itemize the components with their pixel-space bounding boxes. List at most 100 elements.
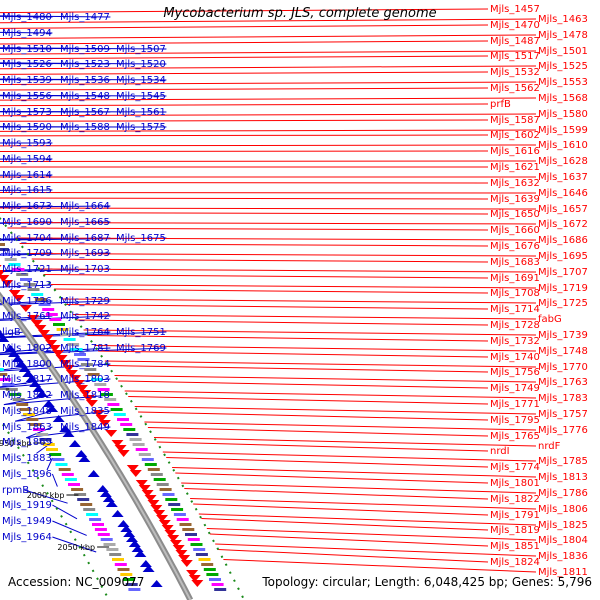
feature-block [34,298,47,301]
gene-tracks [0,216,246,600]
feature-block [153,478,166,481]
gene-label-right: Mjls_1714 [490,304,540,315]
feature-block [103,543,116,546]
feature-block [120,423,133,426]
feature-block [26,418,39,421]
leader-line [52,504,78,520]
gene-arrow [72,380,85,387]
gene-label-left: Mjls_1690 [2,217,52,228]
feature-block [60,333,73,336]
feature-block [16,403,29,406]
gene-label-left: Mjls_1561 [116,107,166,118]
gene-label-left: Mjls_1703 [60,264,110,275]
gene-arrow [150,505,163,512]
gene-label-left: Mjls_1863 [2,422,52,433]
feature-block [64,478,77,481]
gene-label-left: Mjls_1520 [116,59,166,70]
feature-block [68,483,80,486]
gene-label-left: Mjls_1781 [60,343,110,354]
gene-arrow [75,450,88,457]
leader-line [0,315,111,321]
feature-block [12,268,25,271]
gene-arrow [18,365,31,372]
gene-label-right: Mjls_1695 [538,251,588,262]
feature-block [94,383,107,386]
leader-line [147,427,489,437]
gene-label-right: Mjls_1774 [490,462,540,473]
feature-block [16,273,29,276]
feature-block [198,558,211,561]
feature-block [19,408,32,411]
feature-block [42,443,55,446]
gene-label-right: Mjls_1587 [490,115,540,126]
leader-line [76,319,489,326]
leader-line [26,426,53,439]
gene-arrow [8,290,21,297]
gene-label-left: Mjls_1539 [2,75,52,86]
leader-line [31,258,489,263]
gene-label-left: Mjls_1614 [2,170,52,181]
gene-label-left: Mjls_1673 [2,201,52,212]
feature-block [9,393,22,396]
gene-arrow [55,355,68,362]
feature-block [100,393,113,396]
leader-line [218,549,489,563]
gene-arrow [42,400,55,407]
feature-block [176,518,189,521]
gene-label-right: Mjls_1757 [538,409,588,420]
leader-line [0,144,537,147]
feature-block [117,418,129,421]
feature-block [87,373,100,376]
leader-line [0,182,489,184]
gene-arrow [111,510,124,517]
gene-arrow [126,465,139,472]
gene-label-left: Mjls_1769 [116,343,166,354]
leader-line [114,375,537,383]
gene-label-left: Mjls_1593 [2,138,52,149]
feature-block [83,508,96,511]
gene-label-right: Mjls_1686 [538,235,588,246]
gene-arrow [153,510,166,517]
gene-label-left: Mjls_1704 [2,233,52,244]
feature-block [8,263,21,266]
gene-label-left: Mjls_1742 [60,311,110,322]
gene-label-right: Mjls_1824 [490,557,540,568]
feature-block [49,318,62,321]
feature-block [52,458,65,461]
feature-block [74,353,86,356]
gene-label-right: Mjls_1650 [490,209,540,220]
gene-label-right: Mjls_1568 [538,93,588,104]
gene-arrow [161,525,174,532]
leader-line [65,304,489,310]
feature-block [2,383,15,386]
gene-label-left: Mjls_1713 [2,280,52,291]
leader-line [172,467,537,478]
gene-arrow [82,395,95,402]
feature-block [86,513,99,516]
gene-label-left: Mjls_1803 [60,374,110,385]
leader-line [43,274,489,279]
gene-label-left: Mjls_1575 [116,122,166,133]
leader-line [0,62,167,65]
gene-arrow [188,575,201,582]
feature-block [56,328,69,331]
gene-label-left: Mjls_1664 [60,201,110,212]
feature-block [182,528,195,531]
gene-label-left: Mjls_1949 [2,516,52,527]
leader-line [0,8,489,14]
gene-label-left: Mjls_1526 [2,59,52,70]
feature-block [61,473,74,476]
gene-label-left: Mjls_1590 [2,122,52,133]
gene-label-right: Mjls_1628 [538,156,588,167]
gene-arrow [144,495,157,502]
gene-arrow [52,350,65,357]
gene-label-right: Mjls_1783 [538,393,588,404]
gene-arrow [169,540,182,547]
gene-arrow [135,480,148,487]
gene-label-right: Mjls_1728 [490,320,540,331]
genome-backbone-highlight [0,295,192,600]
feature-block [5,388,18,391]
leader-line [0,212,489,215]
gene-label-right: Mjls_1676 [490,241,540,252]
